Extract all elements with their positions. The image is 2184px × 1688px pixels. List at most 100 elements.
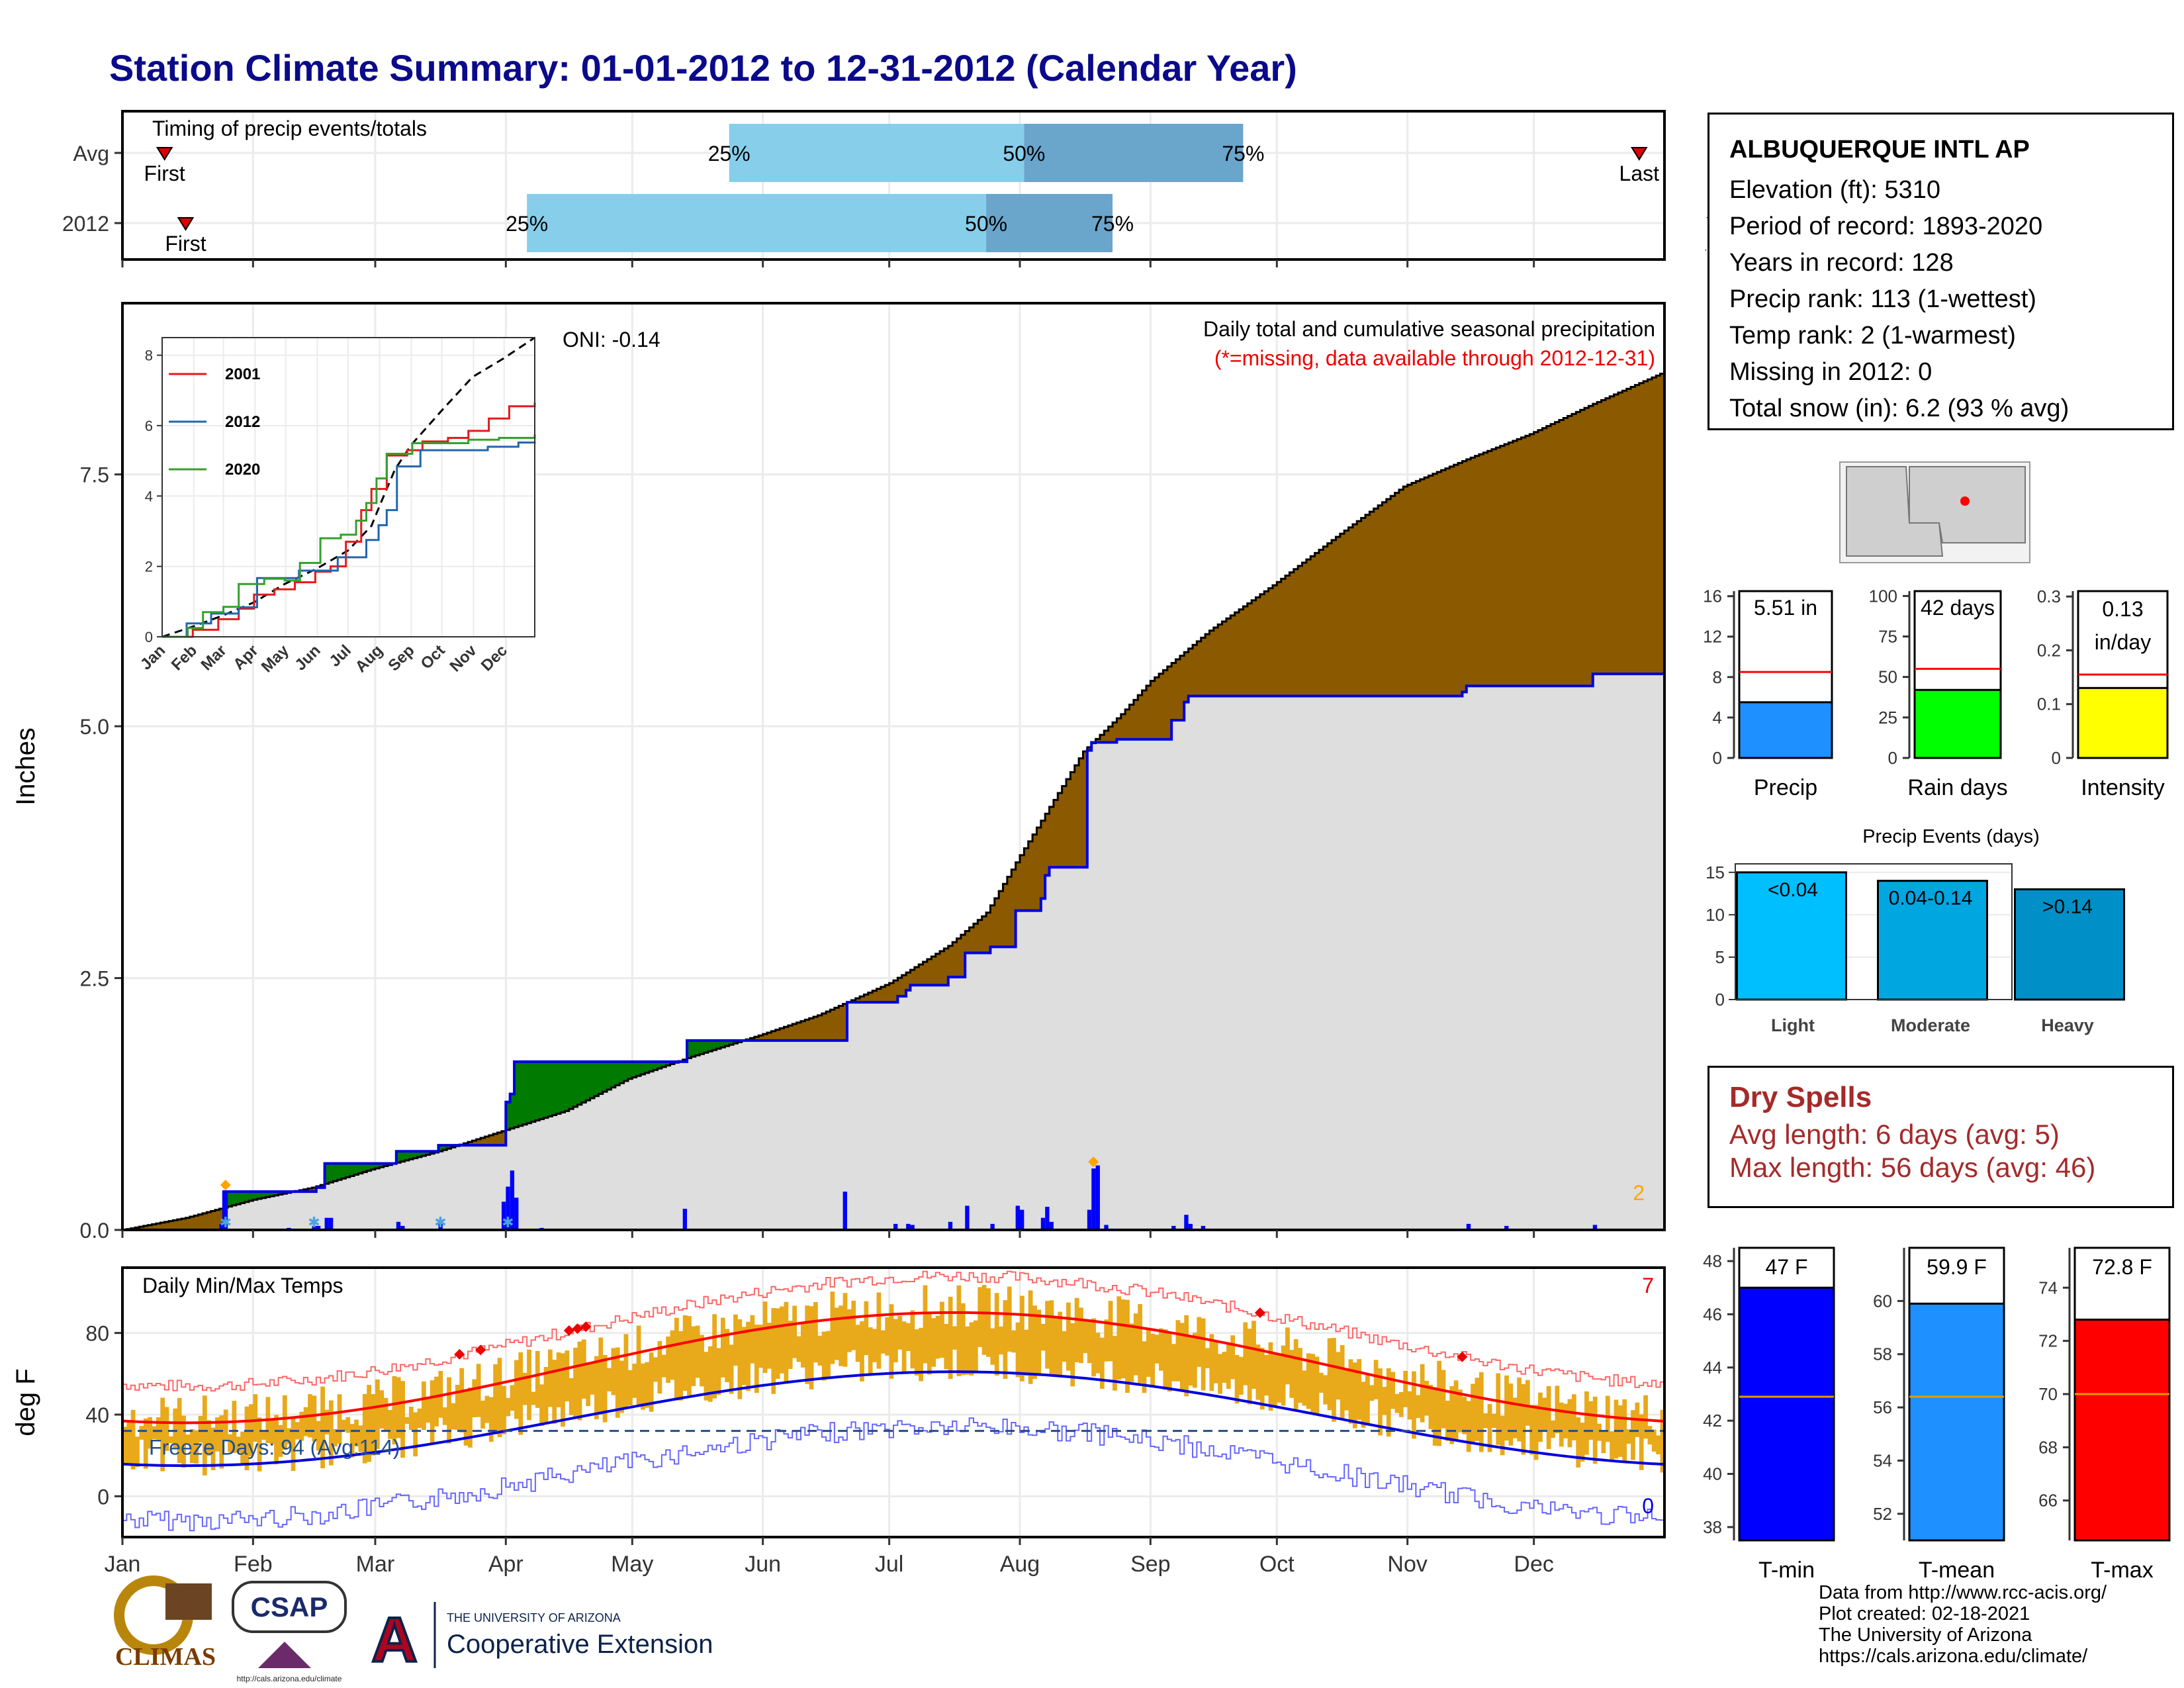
- dry-spells-box: Dry Spells Avg length: 6 days (avg: 5) M…: [1707, 1066, 2174, 1208]
- temp-mini-y-tick-label: 66: [2038, 1491, 2058, 1511]
- precip-y-tick-label: 2.5: [80, 967, 109, 991]
- event-bar: [2014, 888, 2125, 1001]
- inset-x-tick-label: Jan: [137, 641, 169, 673]
- temp-bar-value: [1738, 1286, 1835, 1542]
- inset-series-line: [162, 441, 536, 638]
- inset-x-tick-label: Apr: [230, 641, 261, 673]
- record-min-line: [122, 1417, 1664, 1532]
- temps-corner-bottom: 0: [1642, 1494, 1654, 1518]
- timing-label-75: 75%: [1091, 212, 1134, 236]
- timing-label-75: 75%: [1222, 142, 1264, 165]
- mini-bar-value: [1738, 701, 1833, 759]
- month-tick-label: May: [611, 1552, 653, 1577]
- daily-precip-bar: [438, 1223, 443, 1230]
- daily-precip-bar: [223, 1192, 228, 1230]
- station-missing: Missing in 2012: 0: [1729, 358, 1933, 386]
- station-precip-rank: Precip rank: 113 (1-wettest): [1729, 285, 2036, 313]
- daily-precip-bar: [510, 1170, 515, 1230]
- record-high-marker: [475, 1344, 486, 1356]
- mini-y-tick-label: 4: [1713, 708, 1722, 727]
- month-tick-label: Oct: [1259, 1552, 1295, 1577]
- average-max-temp-line: [122, 1311, 1665, 1425]
- temp-mini-y-tick-label: 60: [1873, 1291, 1892, 1311]
- precip-frame: [121, 302, 1666, 1231]
- inset-x-tick-label: Jul: [326, 641, 355, 671]
- mini-y-tick-label: 8: [1713, 667, 1722, 687]
- temp-mini-y-tick-label: 54: [1873, 1450, 1892, 1470]
- event-category-label: Light: [1771, 1015, 1815, 1035]
- daily-precip-bar: [1045, 1207, 1050, 1230]
- timing-bar-50-75: [986, 194, 1113, 252]
- precip-y-axis-label: Inches: [11, 727, 40, 806]
- timing-label-25: 25%: [708, 142, 751, 165]
- daily-precip-bar: [1188, 1223, 1193, 1230]
- month-tick-label: Jan: [105, 1552, 141, 1577]
- precip-note: Daily total and cumulative seasonal prec…: [1203, 317, 1655, 341]
- events-y-tick-label: 0: [1715, 990, 1725, 1009]
- mini-bar-value: [1913, 688, 2002, 759]
- mini-bar-category-label: Precip: [1754, 775, 1817, 800]
- mini-y-tick-label: 100: [1869, 586, 1897, 606]
- climas-logo-text: CLIMAS: [115, 1643, 216, 1671]
- inset-y-tick-label: 4: [145, 488, 153, 504]
- temp-mini-y-tick-label: 52: [1873, 1504, 1892, 1524]
- daily-precip-bar: [1019, 1209, 1024, 1230]
- precip-y-tick-label: 0.0: [80, 1219, 109, 1243]
- timing-row-label: 2012: [62, 212, 109, 236]
- temp-mini-y-tick-label: 70: [2038, 1384, 2058, 1404]
- temp-mini-y-tick-label: 44: [1703, 1358, 1722, 1378]
- inset-y-tick-label: 6: [145, 418, 153, 434]
- dry-spells-max: Max length: 56 days (avg: 46): [1729, 1152, 2096, 1183]
- timing-row-label: Avg: [73, 142, 109, 165]
- station-snow: Total snow (in): 6.2 (93 % avg): [1729, 395, 2070, 422]
- temp-mini-y-tick-label: 42: [1703, 1411, 1722, 1430]
- daily-precip-bar: [316, 1225, 321, 1230]
- timing-label-25: 25%: [506, 212, 548, 236]
- ua-logo-mark: A: [371, 1605, 417, 1675]
- daily-precip-bar: [506, 1186, 510, 1230]
- daily-precip-bar: [219, 1223, 224, 1230]
- daily-precip-bar: [948, 1221, 953, 1230]
- daily-precip-bar: [1104, 1225, 1109, 1230]
- daily-precip-bar: [1040, 1217, 1046, 1230]
- csap-logo-cloud: [232, 1581, 347, 1633]
- temp-bar-category-label: T-max: [2091, 1558, 2153, 1583]
- month-tick-label: Apr: [488, 1552, 523, 1577]
- daily-precip-bar: [990, 1223, 995, 1230]
- events-y-tick-label: 5: [1715, 947, 1725, 967]
- credit-url: https://cals.arizona.edu/climate/: [1819, 1646, 2088, 1667]
- extreme-precip-marker: [1088, 1156, 1099, 1168]
- daily-precip-bar: [1171, 1225, 1176, 1230]
- temp-bar-category-label: T-min: [1758, 1558, 1815, 1583]
- daily-precip-bar: [1592, 1225, 1598, 1230]
- temp-mini-y-tick-label: 56: [1873, 1397, 1892, 1417]
- month-tick-label: Dec: [1514, 1552, 1553, 1577]
- month-tick-label: Jun: [745, 1552, 781, 1577]
- inset-x-tick-label: Mar: [198, 641, 230, 674]
- inset-series-line: [162, 402, 536, 638]
- events-y-tick-label: 10: [1706, 905, 1725, 925]
- inset-legend-label: 2012: [225, 413, 260, 431]
- record-high-marker: [1457, 1351, 1468, 1362]
- credit-source: Data from http://www.rcc-acis.org/: [1819, 1582, 2107, 1603]
- daily-precip-bar: [1049, 1221, 1054, 1230]
- timing-bar-25-50: [527, 194, 987, 252]
- event-category-label: Heavy: [2041, 1015, 2094, 1035]
- record-high-marker: [572, 1323, 583, 1335]
- precip-note-missing: (*=missing, data available through 2012-…: [1214, 346, 1655, 370]
- temps-title: Daily Min/Max Temps: [142, 1274, 343, 1297]
- daily-precip-bar: [1466, 1223, 1471, 1230]
- event-category-label: Moderate: [1891, 1015, 1970, 1035]
- temp-bar-value-label: 72.8 F: [2092, 1255, 2152, 1279]
- mini-y-tick-label: 0: [1888, 748, 1897, 768]
- month-tick-label: Sep: [1130, 1552, 1171, 1577]
- temp-bar-value: [2073, 1318, 2171, 1542]
- temps-corner-top: 7: [1642, 1274, 1654, 1297]
- inset-frame: [161, 337, 535, 637]
- first-event-label: First: [144, 162, 185, 185]
- mini-y-tick-label: 0.3: [2037, 586, 2061, 606]
- temp-y-axis-label: deg F: [11, 1368, 40, 1436]
- temp-bar-value: [1908, 1302, 2005, 1542]
